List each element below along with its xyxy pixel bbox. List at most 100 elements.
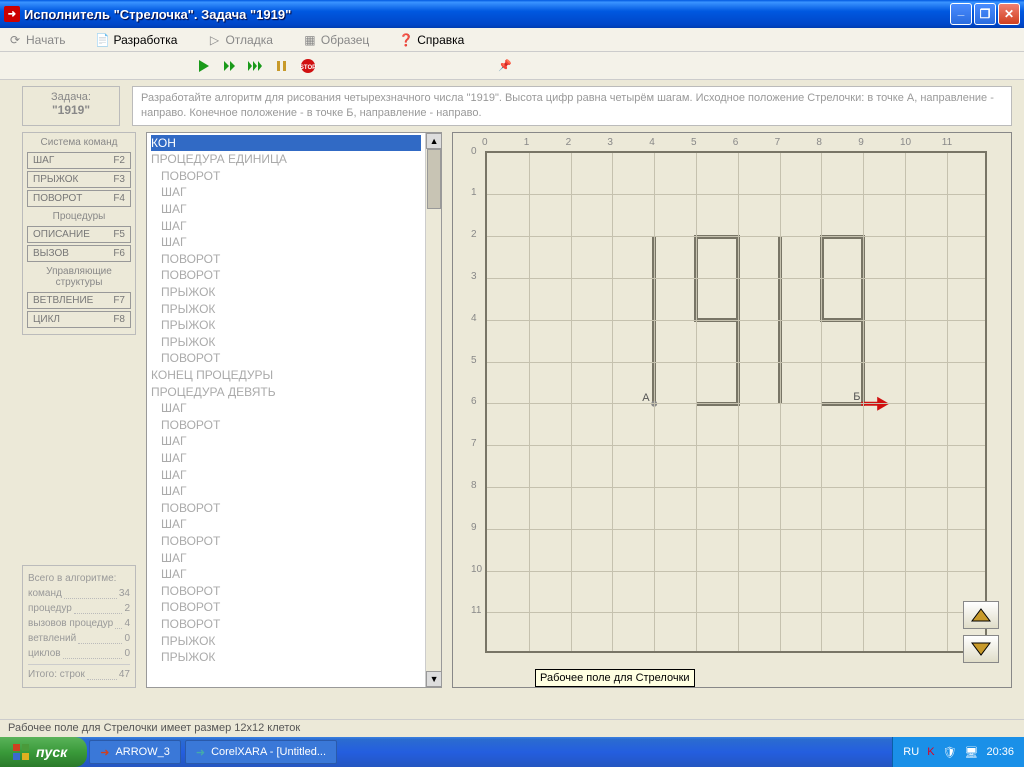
code-listing[interactable]: КОНПРОЦЕДУРА ЕДИНИЦА ПОВОРОТ ШАГ ШАГ ШАГ…: [146, 132, 442, 688]
code-line[interactable]: ПОВОРОТ: [151, 533, 421, 550]
tray-icon-3[interactable]: 🖥: [965, 746, 979, 759]
grid-y-label: 0: [471, 146, 477, 157]
code-line[interactable]: ШАГ: [151, 550, 421, 567]
fast-icon[interactable]: [221, 57, 239, 75]
sample-icon: ▦: [303, 33, 317, 47]
doc-icon: 📄: [96, 33, 110, 47]
menu-sample[interactable]: ▦Образец: [303, 33, 369, 47]
code-line[interactable]: ШАГ: [151, 433, 421, 450]
close-button[interactable]: ✕: [998, 3, 1020, 25]
cmd-button-ОПИСАНИЕ[interactable]: ОПИСАНИЕF5: [27, 226, 131, 243]
grid-y-label: 4: [471, 313, 477, 324]
code-line[interactable]: ШАГ: [151, 483, 421, 500]
scroll-thumb[interactable]: [427, 149, 441, 209]
pin-icon[interactable]: 📌: [496, 57, 514, 75]
code-line[interactable]: ШАГ: [151, 201, 421, 218]
stat-row: процедур2: [28, 601, 130, 616]
grid-y-label: 11: [471, 605, 481, 616]
play-icon[interactable]: [195, 57, 213, 75]
tray-icon-1[interactable]: K: [927, 746, 934, 758]
code-line[interactable]: ШАГ: [151, 234, 421, 251]
code-line[interactable]: ПРОЦЕДУРА ДЕВЯТЬ: [151, 384, 421, 401]
grid-x-label: 5: [691, 137, 697, 148]
grid-y-label: 10: [471, 564, 482, 575]
stat-row: циклов0: [28, 646, 130, 661]
windows-icon: [12, 743, 30, 761]
svg-text:Б: Б: [853, 390, 860, 402]
menu-start[interactable]: ⟳Начать: [8, 33, 66, 47]
nav-up-button[interactable]: [963, 601, 999, 629]
code-line[interactable]: ШАГ: [151, 184, 421, 201]
taskbar-item[interactable]: ➜ARROW_3: [89, 740, 181, 764]
code-line[interactable]: ПРЫЖОК: [151, 284, 421, 301]
taskbar-item[interactable]: ➜CorelXARA - [Untitled...: [185, 740, 337, 764]
menu-dev[interactable]: 📄Разработка: [96, 33, 178, 47]
grid-x-label: 10: [900, 137, 911, 148]
code-line[interactable]: ПРОЦЕДУРА ЕДИНИЦА: [151, 151, 421, 168]
grid-x-label: 8: [816, 137, 822, 148]
scroll-up-icon[interactable]: ▲: [426, 133, 442, 149]
cmd-button-ЦИКЛ[interactable]: ЦИКЛF8: [27, 311, 131, 328]
code-line[interactable]: КОН: [151, 135, 421, 152]
stat-row: вызовов процедур4: [28, 616, 130, 631]
code-line[interactable]: ПОВОРОТ: [151, 168, 421, 185]
code-line[interactable]: ПОВОРОТ: [151, 267, 421, 284]
ctrl-title: Управляющие структуры: [27, 266, 131, 288]
clock: 20:36: [986, 746, 1014, 758]
code-line[interactable]: ПРЫЖОК: [151, 334, 421, 351]
code-line[interactable]: ШАГ: [151, 467, 421, 484]
tooltip: Рабочее поле для Стрелочки: [535, 669, 695, 687]
code-line[interactable]: ПРЫЖОК: [151, 317, 421, 334]
grid-y-label: 8: [471, 480, 477, 491]
code-line[interactable]: ПРЫЖОК: [151, 633, 421, 650]
play-icon: ▷: [207, 33, 221, 47]
code-line[interactable]: ПОВОРОТ: [151, 417, 421, 434]
code-line[interactable]: КОНЕЦ ПРОЦЕДУРЫ: [151, 367, 421, 384]
menu-debug[interactable]: ▷Отладка: [207, 33, 272, 47]
lang-indicator[interactable]: RU: [903, 746, 919, 758]
grid-y-label: 3: [471, 271, 477, 282]
code-line[interactable]: ПОВОРОТ: [151, 599, 421, 616]
tray-icon-2[interactable]: 🛡: [943, 746, 957, 759]
stats-panel: Всего в алгоритме: команд34процедур2вызо…: [22, 565, 136, 688]
code-line[interactable]: ШАГ: [151, 516, 421, 533]
grid-y-label: 9: [471, 522, 477, 533]
code-line[interactable]: ШАГ: [151, 218, 421, 235]
grid-x-label: 7: [775, 137, 781, 148]
commands-title: Система команд: [27, 137, 131, 148]
refresh-icon: ⟳: [8, 33, 22, 47]
cmd-button-ВЕТВЛЕНИЕ[interactable]: ВЕТВЛЕНИЕF7: [27, 292, 131, 309]
code-line[interactable]: ШАГ: [151, 450, 421, 467]
grid-x-label: 9: [858, 137, 864, 148]
minimize-button[interactable]: _: [950, 3, 972, 25]
cmd-button-ВЫЗОВ[interactable]: ВЫЗОВF6: [27, 245, 131, 262]
window-title: Исполнитель "Стрелочка". Задача "1919": [24, 7, 950, 22]
code-line[interactable]: ШАГ: [151, 566, 421, 583]
code-line[interactable]: ПРЫЖОК: [151, 649, 421, 666]
code-line[interactable]: ПОВОРОТ: [151, 350, 421, 367]
code-line[interactable]: ПОВОРОТ: [151, 251, 421, 268]
nav-down-button[interactable]: [963, 635, 999, 663]
code-line[interactable]: ПРЫЖОК: [151, 301, 421, 318]
cmd-button-ПОВОРОТ[interactable]: ПОВОРОТF4: [27, 190, 131, 207]
cmd-button-ПРЫЖОК[interactable]: ПРЫЖОКF3: [27, 171, 131, 188]
svg-text:А: А: [642, 391, 650, 403]
maximize-button[interactable]: ❐: [974, 3, 996, 25]
scroll-down-icon[interactable]: ▼: [426, 671, 442, 687]
start-button[interactable]: пуск: [0, 737, 87, 767]
grid-x-label: 0: [482, 137, 488, 148]
pause-icon[interactable]: [273, 57, 291, 75]
cmd-button-ШАГ[interactable]: ШАГF2: [27, 152, 131, 169]
stop-icon[interactable]: STOP: [299, 57, 317, 75]
canvas-field: АБ 01234567891011 01234567891011 Рабочее…: [452, 132, 1012, 688]
system-tray[interactable]: RU K 🛡 🖥 20:36: [892, 737, 1024, 767]
menu-help[interactable]: ❓Справка: [399, 33, 464, 47]
scrollbar[interactable]: ▲ ▼: [425, 133, 441, 687]
code-line[interactable]: ПОВОРОТ: [151, 583, 421, 600]
code-line[interactable]: ПОВОРОТ: [151, 616, 421, 633]
commands-panel: Система команд ШАГF2ПРЫЖОКF3ПОВОРОТF4 Пр…: [22, 132, 136, 335]
fastfast-icon[interactable]: [247, 57, 265, 75]
code-line[interactable]: ШАГ: [151, 400, 421, 417]
code-line[interactable]: ПОВОРОТ: [151, 500, 421, 517]
grid-y-label: 5: [471, 355, 477, 366]
